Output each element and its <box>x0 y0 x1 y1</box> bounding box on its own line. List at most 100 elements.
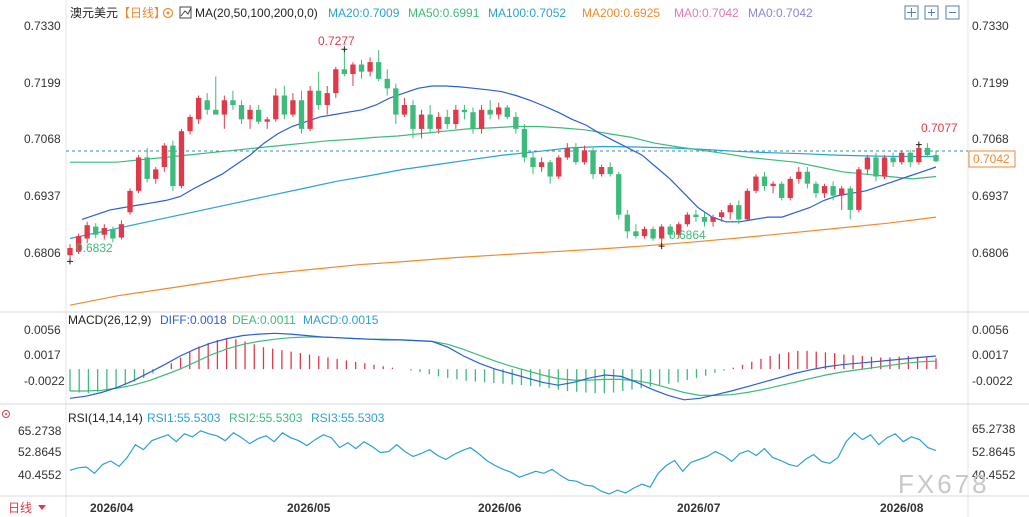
candle <box>770 181 776 194</box>
candle <box>847 186 853 220</box>
candle-body <box>358 64 365 72</box>
candle-body <box>444 116 450 125</box>
price-tick-label: 0.6937 <box>972 189 1009 203</box>
candle-body <box>118 224 125 238</box>
candle <box>710 214 716 227</box>
zoom-in-icon[interactable] <box>924 5 939 20</box>
candle-body <box>470 112 476 129</box>
candle <box>341 49 348 77</box>
current-price-label: 0.7042 <box>973 152 1010 166</box>
candle <box>821 183 828 198</box>
candle <box>744 188 751 221</box>
candle-body <box>873 157 879 177</box>
candle <box>787 176 793 201</box>
watermark: FX678 <box>898 469 990 499</box>
candle-body <box>676 224 682 235</box>
candle <box>247 105 253 129</box>
candle <box>530 152 536 175</box>
candle <box>864 155 871 175</box>
candle <box>358 59 365 79</box>
rsi-settings-icon[interactable] <box>2 410 10 418</box>
candle <box>607 162 613 177</box>
candle <box>135 155 142 194</box>
candle <box>521 124 528 163</box>
candle-body <box>93 226 99 235</box>
candlestick-series <box>67 46 939 265</box>
candle-body <box>144 157 150 179</box>
ma-indicator-icon <box>179 6 192 19</box>
candle <box>333 66 339 98</box>
ma20-value: MA20:0.7009 <box>328 6 400 20</box>
candle-body <box>736 205 742 220</box>
time-axis: 2026/04 2026/05 2026/06 2026/07 2026/08 <box>90 501 924 515</box>
candle-body <box>135 157 142 191</box>
chevron-down-icon[interactable] <box>38 505 46 510</box>
candle-body <box>847 188 853 210</box>
current-price-badge: 0.7042 <box>968 150 1016 168</box>
candle <box>581 145 588 165</box>
chart-toolbar <box>904 5 960 20</box>
candle <box>556 155 562 179</box>
candle-body <box>616 174 622 215</box>
candle-body <box>684 214 691 225</box>
period-label[interactable]: 【日线】 <box>118 6 166 20</box>
candle <box>453 105 459 129</box>
candle-body <box>436 116 442 129</box>
rsi2-value: RSI2:55.5303 <box>229 411 303 425</box>
price-tick-label: 0.7330 <box>24 19 61 33</box>
candle-body <box>530 157 536 167</box>
candle-body <box>727 205 733 213</box>
candle-body <box>770 183 776 187</box>
settings-icon[interactable] <box>162 7 174 19</box>
candle-body <box>693 214 699 218</box>
candle-body <box>178 131 185 187</box>
candle-body <box>804 171 811 184</box>
candle-body <box>633 231 639 237</box>
ma20-line <box>81 85 937 223</box>
candle <box>701 212 708 227</box>
candle <box>75 233 82 254</box>
candle-body <box>187 116 193 132</box>
period-selector-label[interactable]: 日线 <box>8 501 32 515</box>
candle-body <box>127 190 133 213</box>
ma0-value-2: MA0:0.7042 <box>748 6 813 20</box>
period-selector[interactable]: 日线 <box>8 501 46 515</box>
candle-body <box>161 145 167 167</box>
candle-body <box>916 147 922 163</box>
candle <box>393 83 399 125</box>
candle-body <box>213 109 219 115</box>
move-icon[interactable] <box>904 5 919 20</box>
price-tick-label: 0.6806 <box>24 246 61 260</box>
recent-high-marker <box>915 141 922 148</box>
price-tick-label: 0.7068 <box>24 132 61 146</box>
candle <box>890 152 896 167</box>
candle <box>693 209 699 222</box>
candle <box>796 167 802 184</box>
price-annotations: 0.7277 0.6832 0.6864 0.7077 <box>76 34 958 255</box>
candle <box>761 171 768 191</box>
candle <box>101 224 107 240</box>
low-marker-2 <box>658 243 665 250</box>
zoom-out-icon[interactable] <box>945 5 960 20</box>
price-tick-label: 0.7199 <box>972 76 1009 90</box>
macd-tick-label: 0.0056 <box>972 323 1009 337</box>
candle <box>667 224 673 239</box>
ma0-value-1: MA0:0.7042 <box>674 6 739 20</box>
candle <box>718 209 725 222</box>
candle-body <box>504 107 510 117</box>
candle-body <box>667 226 673 235</box>
candle <box>376 50 382 82</box>
candle-body <box>264 119 270 122</box>
candle <box>298 90 305 134</box>
time-tick-label: 2026/07 <box>677 501 721 515</box>
candle <box>598 164 605 177</box>
price-axis-right: 0.7330 0.7199 0.7068 0.6937 0.6806 <box>972 19 1009 260</box>
price-tick-label: 0.7330 <box>972 19 1009 33</box>
candle <box>658 224 665 247</box>
candle <box>916 144 922 165</box>
candle-body <box>581 150 588 163</box>
candle-body <box>924 147 931 156</box>
candle <box>384 69 390 96</box>
ma200-line <box>69 216 937 306</box>
